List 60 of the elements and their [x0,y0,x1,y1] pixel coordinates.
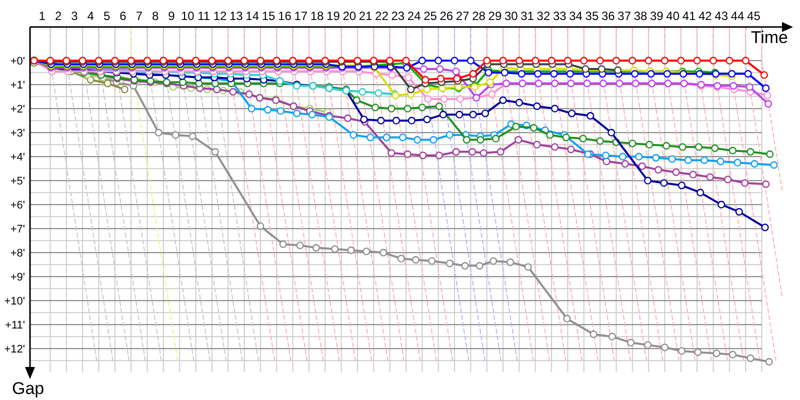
y-tick-label: +4' [10,152,25,164]
x-tick-label: 12 [213,9,228,23]
x-tick-label: 35 [585,9,599,23]
y-tick-label: +7' [10,224,25,236]
y-tick-label: +2' [10,104,25,116]
y-tick-label: +1' [10,80,25,92]
x-tick-label: 39 [650,9,664,23]
x-tick-label: 11 [198,9,210,23]
x-tick-label: 4 [87,9,94,23]
x-tick-label: 23 [391,9,405,23]
x-tick-label: 8 [152,9,159,23]
x-tick-label: 25 [424,9,438,23]
x-tick-label: 40 [666,9,680,23]
x-tick-label: 31 [520,9,534,23]
x-tick-label: 44 [730,9,745,23]
x-tick-label: 32 [536,9,550,23]
x-tick-label: 14 [246,9,260,23]
x-tick-label: 30 [504,9,518,23]
x-tick-label: 41 [682,9,696,23]
x-tick-label: 36 [601,9,616,23]
y-tick-label: +5' [10,176,25,188]
x-tick-label: 38 [634,9,648,23]
y-tick-label: +8' [10,248,25,260]
x-tick-label: 1 [38,9,46,23]
x-tick-label: 7 [136,9,143,23]
y-tick-label: +0' [10,56,25,68]
x-tick-label: 45 [747,9,761,23]
x-tick-label: 27 [456,9,470,23]
x-tick-label: 37 [618,9,632,23]
y-axis-title: Gap [12,379,44,398]
x-axis-title: Time [750,28,788,47]
x-tick-label: 15 [262,9,276,23]
y-tick-label: +10' [4,296,25,308]
x-tick-label: 22 [375,9,389,23]
x-tick-label: 13 [230,9,244,23]
x-tick-label: 2 [54,9,62,23]
x-tick-label: 17 [294,9,308,23]
x-tick-label: 29 [488,9,502,23]
x-tick-label: 42 [698,9,712,23]
x-tick-label: 43 [714,9,728,23]
x-tick-label: 26 [440,9,454,23]
x-tick-label: 19 [326,9,340,23]
x-tick-label: 5 [103,9,110,23]
x-tick-label: 28 [472,9,486,23]
x-tick-label: 16 [278,9,292,23]
x-tick-label: 20 [342,9,356,23]
y-tick-label: +11' [5,320,25,332]
x-tick-label: 33 [552,9,567,23]
x-tick-label: 10 [181,9,195,23]
x-tick-label: 6 [120,9,127,23]
y-tick-label: +12' [4,344,25,356]
y-tick-label: +6' [10,200,25,212]
x-tick-label: 24 [407,9,422,23]
y-tick-label: +3' [10,128,25,140]
x-tick-label: 9 [168,9,176,23]
x-tick-label: 21 [358,9,373,23]
x-tick-label: 3 [71,9,78,23]
x-tick-label: 18 [310,9,324,23]
y-tick-label: +9' [10,272,25,284]
x-tick-label: 34 [569,9,583,23]
